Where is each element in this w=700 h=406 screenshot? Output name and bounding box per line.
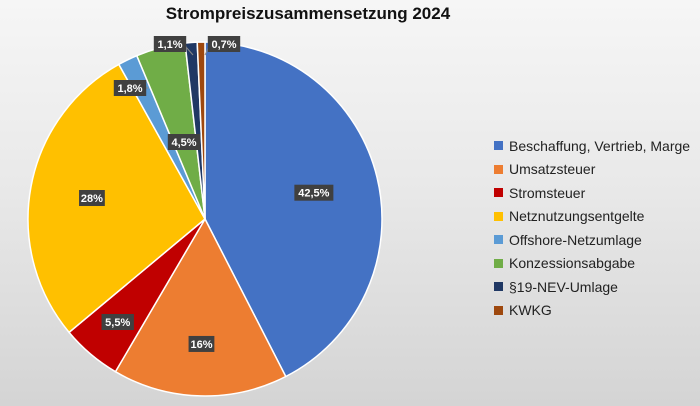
svg-text:1,8%: 1,8% bbox=[117, 83, 142, 95]
legend-swatch bbox=[494, 282, 503, 292]
svg-text:28%: 28% bbox=[81, 193, 103, 205]
legend-item-3: Netznutzungsentgelte bbox=[494, 205, 700, 229]
pie-slice-0 bbox=[204, 41, 383, 378]
data-label-4: 1,8% bbox=[113, 80, 147, 96]
data-label-6: 1,1% bbox=[153, 36, 187, 52]
data-label-3: 28% bbox=[79, 190, 105, 207]
legend-swatch bbox=[494, 305, 503, 315]
pie-slice-7 bbox=[196, 41, 206, 220]
legend-item-1: Umsatzsteuer bbox=[494, 158, 700, 182]
data-label-7: 0,7% bbox=[207, 36, 241, 52]
legend-swatch bbox=[494, 188, 503, 198]
legend-item-6: §19-NEV-Umlage bbox=[494, 275, 700, 299]
legend-item-0: Beschaffung, Vertrieb, Marge bbox=[494, 134, 700, 158]
legend-swatch bbox=[494, 211, 503, 221]
svg-text:0,7%: 0,7% bbox=[211, 39, 236, 51]
legend-label: KWKG bbox=[509, 302, 552, 319]
legend-swatch bbox=[494, 164, 503, 174]
legend-label: Beschaffung, Vertrieb, Marge bbox=[509, 137, 691, 154]
leader-line-6 bbox=[185, 46, 194, 56]
legend-label: Netznutzungsentgelte bbox=[509, 208, 645, 225]
legend-item-2: Stromsteuer bbox=[494, 181, 700, 205]
legend-label: Stromsteuer bbox=[509, 184, 586, 201]
data-label-5: 4,5% bbox=[167, 134, 201, 150]
svg-text:42,5%: 42,5% bbox=[298, 188, 329, 200]
chart-title: Strompreiszusammensetzung 2024 bbox=[165, 4, 451, 23]
legend-label: Offshore-Netzumlage bbox=[509, 231, 642, 248]
legend-item-4: Offshore-Netzumlage bbox=[494, 228, 700, 252]
data-label-1: 16% bbox=[188, 335, 215, 352]
chart-legend: Beschaffung, Vertrieb, Marge Umsatzsteuer… bbox=[494, 134, 700, 322]
svg-text:4,5%: 4,5% bbox=[171, 137, 196, 149]
legend-item-5: Konzessionsabgabe bbox=[494, 252, 700, 276]
legend-swatch bbox=[494, 258, 503, 268]
legend-label: Umsatzsteuer bbox=[509, 161, 596, 178]
legend-item-7: KWKG bbox=[494, 299, 700, 323]
svg-text:16%: 16% bbox=[190, 339, 212, 351]
legend-swatch bbox=[494, 235, 503, 245]
data-label-0: 42,5% bbox=[294, 184, 334, 201]
legend-label: §19-NEV-Umlage bbox=[509, 278, 618, 295]
pie-slice-1 bbox=[114, 217, 287, 397]
pie-slice-3 bbox=[27, 63, 206, 334]
svg-text:1,1%: 1,1% bbox=[157, 39, 182, 51]
legend-swatch bbox=[494, 141, 503, 151]
svg-text:5,5%: 5,5% bbox=[105, 317, 130, 329]
data-label-2: 5,5% bbox=[101, 313, 134, 330]
legend-label: Konzessionsabgabe bbox=[509, 255, 636, 272]
